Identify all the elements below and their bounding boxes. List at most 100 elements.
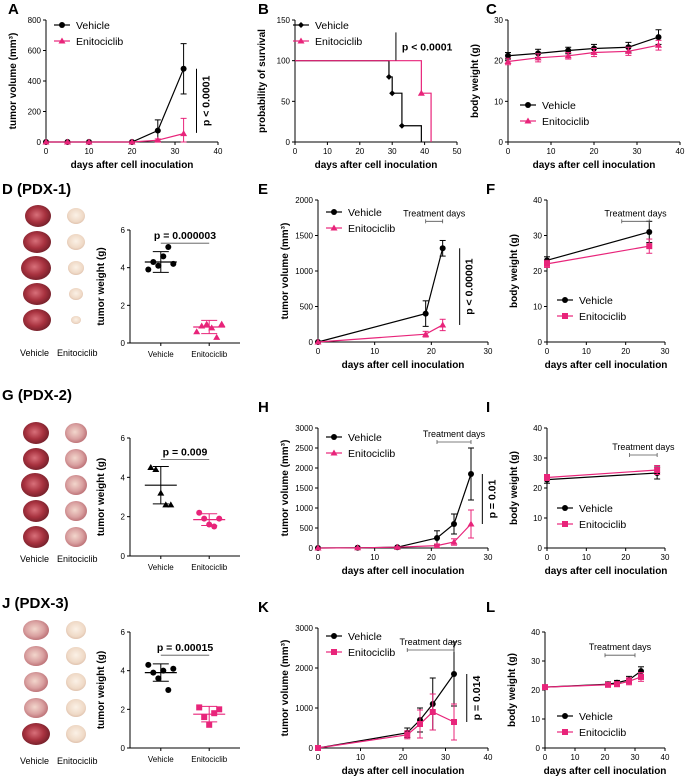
y-tick-label: 0	[536, 744, 541, 753]
legend-marker	[297, 37, 305, 44]
legend-label: Vehicle	[542, 100, 576, 112]
series-vehicle	[315, 447, 474, 551]
x-tick-label: 10	[370, 347, 379, 356]
legend-label: Vehicle	[348, 432, 382, 444]
y-tick-label: 40	[533, 196, 542, 205]
panel-letter-j: J (PDX-3)	[2, 595, 69, 612]
data-point	[439, 245, 446, 252]
data-point	[434, 535, 440, 541]
data-point	[315, 745, 321, 751]
chart-g-scatter: 0 2 4 6 tumor weight (g) Vehicle Enitociclib p …	[96, 434, 240, 572]
y-tick-label: 0	[309, 338, 314, 347]
x-tick-label: 20	[590, 147, 599, 156]
data-point	[157, 489, 165, 496]
data-point	[646, 243, 653, 250]
photo-label-vehicle-d: Vehicle	[20, 348, 49, 358]
series-line	[46, 133, 184, 143]
legend-marker	[525, 102, 531, 108]
y-tick-label: 0	[309, 744, 314, 753]
p-value: p < 0.0001	[201, 75, 213, 126]
data-point	[433, 542, 441, 549]
x-tick-label: 30	[441, 753, 450, 762]
data-point	[170, 665, 177, 672]
x-tick-label: Vehicle	[148, 563, 174, 572]
data-point	[354, 544, 362, 551]
data-point	[145, 266, 152, 273]
x-axis-label: days after cell inoculation	[533, 160, 656, 171]
y-axis-label: body weight (g)	[509, 234, 520, 308]
data-point	[389, 90, 396, 97]
series-enitociclib	[315, 693, 457, 751]
legend-label: Enitociclib	[579, 519, 626, 531]
data-point	[85, 138, 93, 145]
legend-label: Vehicle	[348, 631, 382, 643]
series-enitociclib	[542, 672, 644, 691]
group-vehicle	[144, 243, 177, 273]
y-tick-label: 10	[533, 514, 542, 523]
y-tick-label: 1500	[295, 484, 313, 493]
data-point	[314, 338, 322, 345]
x-tick-label: 10	[323, 147, 332, 156]
series-line	[546, 472, 658, 481]
chart-c: 0 10 20 30 40 0 10 20 30 days after cell inoculat…	[470, 16, 685, 171]
legend: Vehicle Enitociclib	[326, 631, 395, 659]
series-line	[546, 231, 650, 261]
panel-letter-e: E	[258, 181, 268, 198]
data-point	[150, 669, 157, 676]
chart-b: 0 10 20 30 40 50 0 50 100 150 days after cell inoc…	[257, 16, 462, 171]
y-axis-label: tumor volume (mm³)	[8, 33, 19, 130]
x-tick-label: 20	[601, 753, 610, 762]
p-value: p = 0.01	[486, 479, 498, 518]
y-tick-label: 4	[121, 667, 126, 676]
data-point	[505, 52, 511, 59]
x-axis-label: days after cell inoculation	[342, 566, 465, 577]
y-tick-label: 500	[300, 524, 314, 533]
data-point	[398, 122, 405, 129]
y-tick-label: 500	[300, 303, 314, 312]
tumor-photo-g: Vehicle Enitociclib	[20, 422, 98, 564]
data-point	[565, 47, 572, 54]
tumor-photo-d: Vehicle Enitociclib	[20, 205, 98, 358]
y-tick-label: 1000	[295, 267, 313, 276]
legend-marker	[562, 521, 568, 527]
y-tick-label: 0	[309, 544, 314, 553]
y-tick-label: 400	[28, 77, 42, 86]
legend-marker	[59, 22, 65, 28]
y-axis-label: tumor weight (g)	[96, 651, 107, 729]
data-point	[216, 515, 223, 522]
legend-label: Enitociclib	[542, 116, 589, 128]
legend: Vehicle Enitociclib	[557, 295, 626, 323]
p-value: p < 0.00001	[464, 258, 476, 314]
y-axis-label: tumor weight (g)	[96, 458, 107, 536]
data-point	[429, 709, 436, 715]
legend: Vehicle Enitociclib	[557, 711, 626, 739]
y-tick-label: 3000	[295, 624, 313, 633]
x-tick-label: 0	[316, 553, 321, 562]
legend-label: Enitociclib	[348, 647, 395, 659]
y-tick-label: 10	[531, 715, 540, 724]
data-point	[203, 320, 211, 327]
panel-letter-d: D (PDX-1)	[2, 181, 71, 198]
data-point	[155, 262, 162, 269]
x-tick-label: 30	[633, 147, 642, 156]
panel-letter-a: A	[8, 1, 19, 18]
y-tick-label: 6	[121, 226, 126, 235]
chart-h: 0 10 20 30 0 500 1000 1500 2000 2500 3000 days afte…	[280, 424, 498, 577]
p-value: p = 0.00015	[157, 642, 213, 654]
series-enitociclib	[314, 509, 475, 551]
x-tick-label: 10	[547, 147, 556, 156]
y-axis-label: tumor volume (mm³)	[280, 640, 291, 737]
y-tick-label: 30	[531, 657, 540, 666]
legend-label: Vehicle	[579, 711, 613, 723]
x-axis-label: days after cell inoculation	[71, 160, 194, 171]
photo-label-treated-g: Enitociclib	[57, 554, 98, 564]
x-tick-label: 10	[356, 753, 365, 762]
legend: Vehicle Enitociclib	[293, 20, 362, 48]
data-point	[193, 328, 201, 335]
legend-marker	[524, 117, 532, 124]
y-tick-label: 30	[533, 454, 542, 463]
series-enitociclib	[42, 117, 188, 145]
chart-f: 0 10 20 30 0 10 20 30 40 days after cell inoculat…	[509, 196, 670, 371]
x-axis-label: days after cell inoculation	[545, 360, 668, 371]
y-axis-label: body weight (g)	[509, 451, 520, 525]
